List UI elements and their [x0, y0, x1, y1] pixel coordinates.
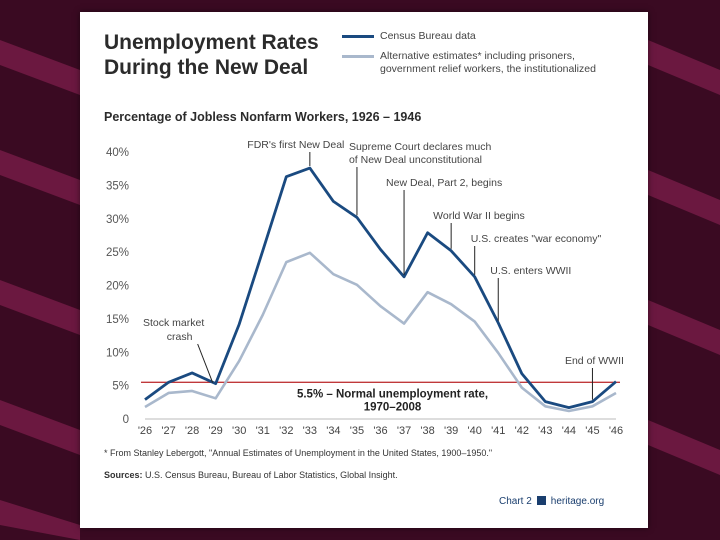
y-tick-label: 15%	[106, 314, 129, 326]
legend-label-alternative-2: government relief workers, the instituti…	[380, 63, 596, 75]
x-tick-label: '37	[397, 425, 411, 437]
x-tick-label: '42	[515, 425, 529, 437]
x-tick-label: '41	[491, 425, 505, 437]
x-tick-label: '40	[468, 425, 482, 437]
census-series-line	[144, 166, 617, 410]
annotation-label: crash	[167, 331, 193, 343]
annotation-pointer	[197, 343, 214, 383]
x-tick-label: '32	[279, 425, 293, 437]
legend-label-census: Census Bureau data	[380, 30, 476, 42]
alternative-series-line	[144, 251, 617, 413]
annotation-label: World War II begins	[433, 210, 525, 222]
heritage-logo-icon	[536, 496, 546, 505]
footnote: * From Stanley Lebergott, "Annual Estima…	[104, 448, 493, 458]
y-tick-label: 40%	[106, 147, 129, 159]
y-tick-label: 30%	[106, 214, 129, 226]
annotation-label: U.S. creates "war economy"	[471, 233, 602, 245]
y-tick-label: 5%	[112, 381, 129, 393]
annotation-label: New Deal, Part 2, begins	[386, 177, 502, 189]
x-tick-label: '34	[326, 425, 340, 437]
reference-line-label: 1970–2008	[364, 401, 422, 413]
chart-number: Chart 2	[499, 496, 532, 507]
y-tick-label: 10%	[106, 347, 129, 359]
sources-text: U.S. Census Bureau, Bureau of Labor Stat…	[145, 470, 398, 480]
x-tick-label: '39	[444, 425, 458, 437]
x-tick-label: '43	[538, 425, 552, 437]
annotation-label: Stock market	[143, 317, 204, 329]
sources: Sources: U.S. Census Bureau, Bureau of L…	[104, 470, 398, 480]
x-tick-label: '46	[609, 425, 623, 437]
title-line-2: During the New Deal	[104, 56, 309, 79]
legend-entry-census: Census Bureau data	[342, 30, 642, 43]
x-tick-label: '33	[303, 425, 317, 437]
x-tick-label: '30	[232, 425, 246, 437]
x-tick-label: '27	[161, 425, 175, 437]
sources-label: Sources:	[104, 470, 143, 480]
x-tick-label: '44	[562, 425, 576, 437]
brand-site: heritage.org	[550, 496, 605, 507]
title-line-1: Unemployment Rates	[104, 31, 319, 54]
x-tick-label: '45	[585, 425, 599, 437]
annotation-label: of New Deal unconstitutional	[349, 154, 482, 166]
y-tick-label: 35%	[106, 180, 129, 192]
x-tick-label: '38	[420, 425, 434, 437]
line-chart: 0 5% 10% 15% 20% 25% 30% 35% 40% '26 '27 '28 '29 '30 '…	[106, 139, 624, 437]
chart-subtitle: Percentage of Jobless Nonfarm Workers, 1…	[104, 110, 422, 124]
reference-line-label: 5.5% – Normal unemployment rate,	[297, 388, 488, 400]
brand: Chart 2 heritage.org	[499, 496, 604, 507]
y-tick-label: 20%	[106, 281, 129, 293]
y-tick-label: 0	[123, 414, 129, 426]
annotation-label: FDR's first New Deal	[247, 139, 344, 151]
legend-label-alternative-1: Alternative estimates* including prisone…	[380, 50, 575, 62]
x-tick-label: '29	[208, 425, 222, 437]
legend-swatch-census	[342, 35, 374, 38]
chart-card: Unemployment Rates During the New Deal C…	[80, 12, 648, 528]
legend: Census Bureau data Alternative estimates…	[342, 30, 642, 83]
x-tick-label: '31	[256, 425, 270, 437]
y-tick-label: 25%	[106, 247, 129, 259]
x-tick-label: '26	[138, 425, 152, 437]
chart-title: Unemployment Rates During the New Deal	[104, 30, 334, 80]
x-tick-label: '28	[185, 425, 199, 437]
legend-swatch-alternative	[342, 55, 374, 58]
x-tick-label: '36	[373, 425, 387, 437]
annotation-label: U.S. enters WWII	[490, 265, 571, 277]
x-tick-label: '35	[350, 425, 364, 437]
annotation-label: End of WWII	[565, 355, 624, 367]
legend-entry-alternative: Alternative estimates* including prisone…	[342, 50, 642, 76]
annotation-label: Supreme Court declares much	[349, 141, 492, 153]
